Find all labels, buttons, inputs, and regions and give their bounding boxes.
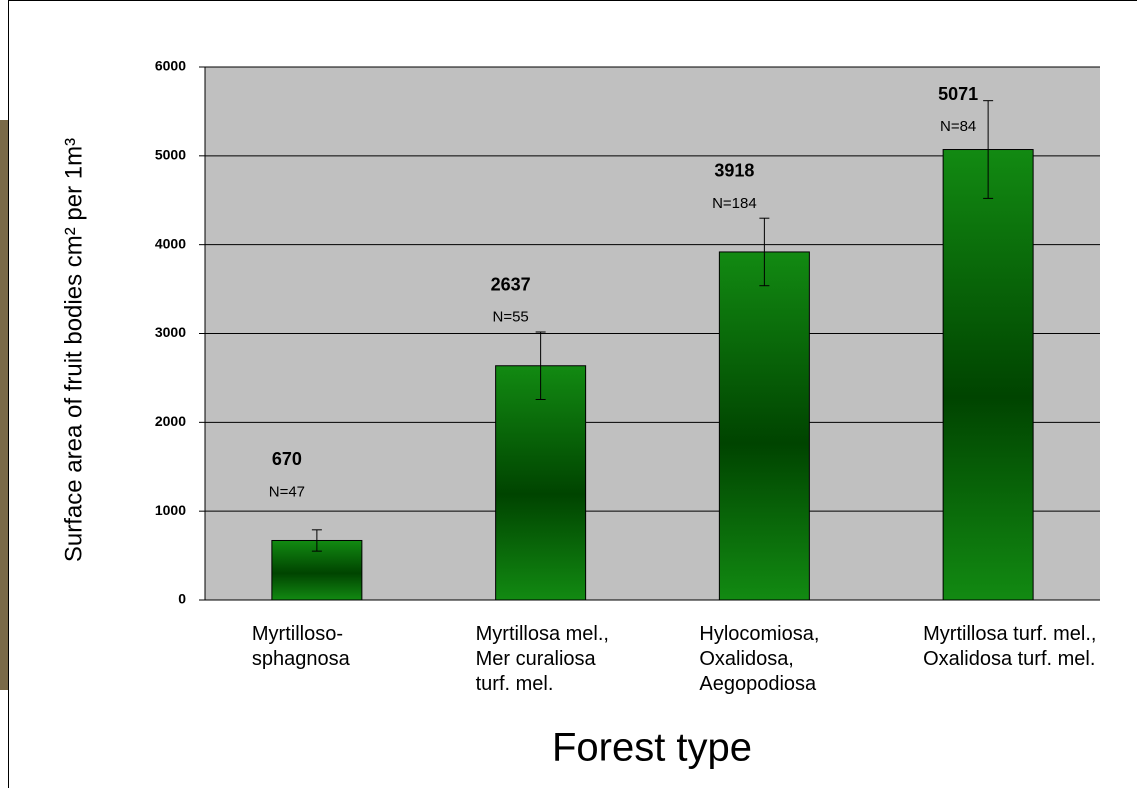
value-label: 2637 bbox=[491, 274, 531, 294]
y-tick-label: 2000 bbox=[155, 413, 186, 429]
n-label: N=47 bbox=[269, 483, 305, 500]
y-tick-label: 6000 bbox=[155, 58, 186, 74]
n-label: N=55 bbox=[492, 309, 528, 326]
x-tick-label: Hylocomiosa, Oxalidosa, Aegopodiosa bbox=[699, 623, 820, 695]
value-label: 670 bbox=[272, 449, 302, 469]
y-tick-label: 5000 bbox=[155, 147, 186, 163]
n-label: N=184 bbox=[712, 195, 757, 212]
photo-strip bbox=[0, 120, 8, 690]
x-tick-label: Myrtillosa mel., Mer curaliosa turf. mel… bbox=[475, 623, 609, 695]
value-label: 3918 bbox=[714, 161, 754, 181]
bar bbox=[942, 149, 1034, 601]
y-tick-label: 0 bbox=[178, 591, 186, 607]
bar bbox=[718, 251, 810, 601]
y-tick-label: 1000 bbox=[155, 502, 186, 518]
n-label: N=84 bbox=[940, 118, 976, 135]
y-axis-label: Surface area of fruit bodies cm² per 1m³ bbox=[60, 138, 87, 562]
y-tick-label: 3000 bbox=[155, 324, 186, 340]
y-tick-label: 4000 bbox=[155, 235, 186, 251]
value-label: 5071 bbox=[938, 84, 978, 104]
bar bbox=[495, 365, 587, 601]
x-axis-label: Forest type bbox=[552, 726, 752, 770]
x-tick-label: Myrtilloso- sphagnosa bbox=[251, 623, 350, 670]
x-tick-label: Myrtillosa turf. mel., Oxalidosa turf. m… bbox=[923, 623, 1097, 670]
